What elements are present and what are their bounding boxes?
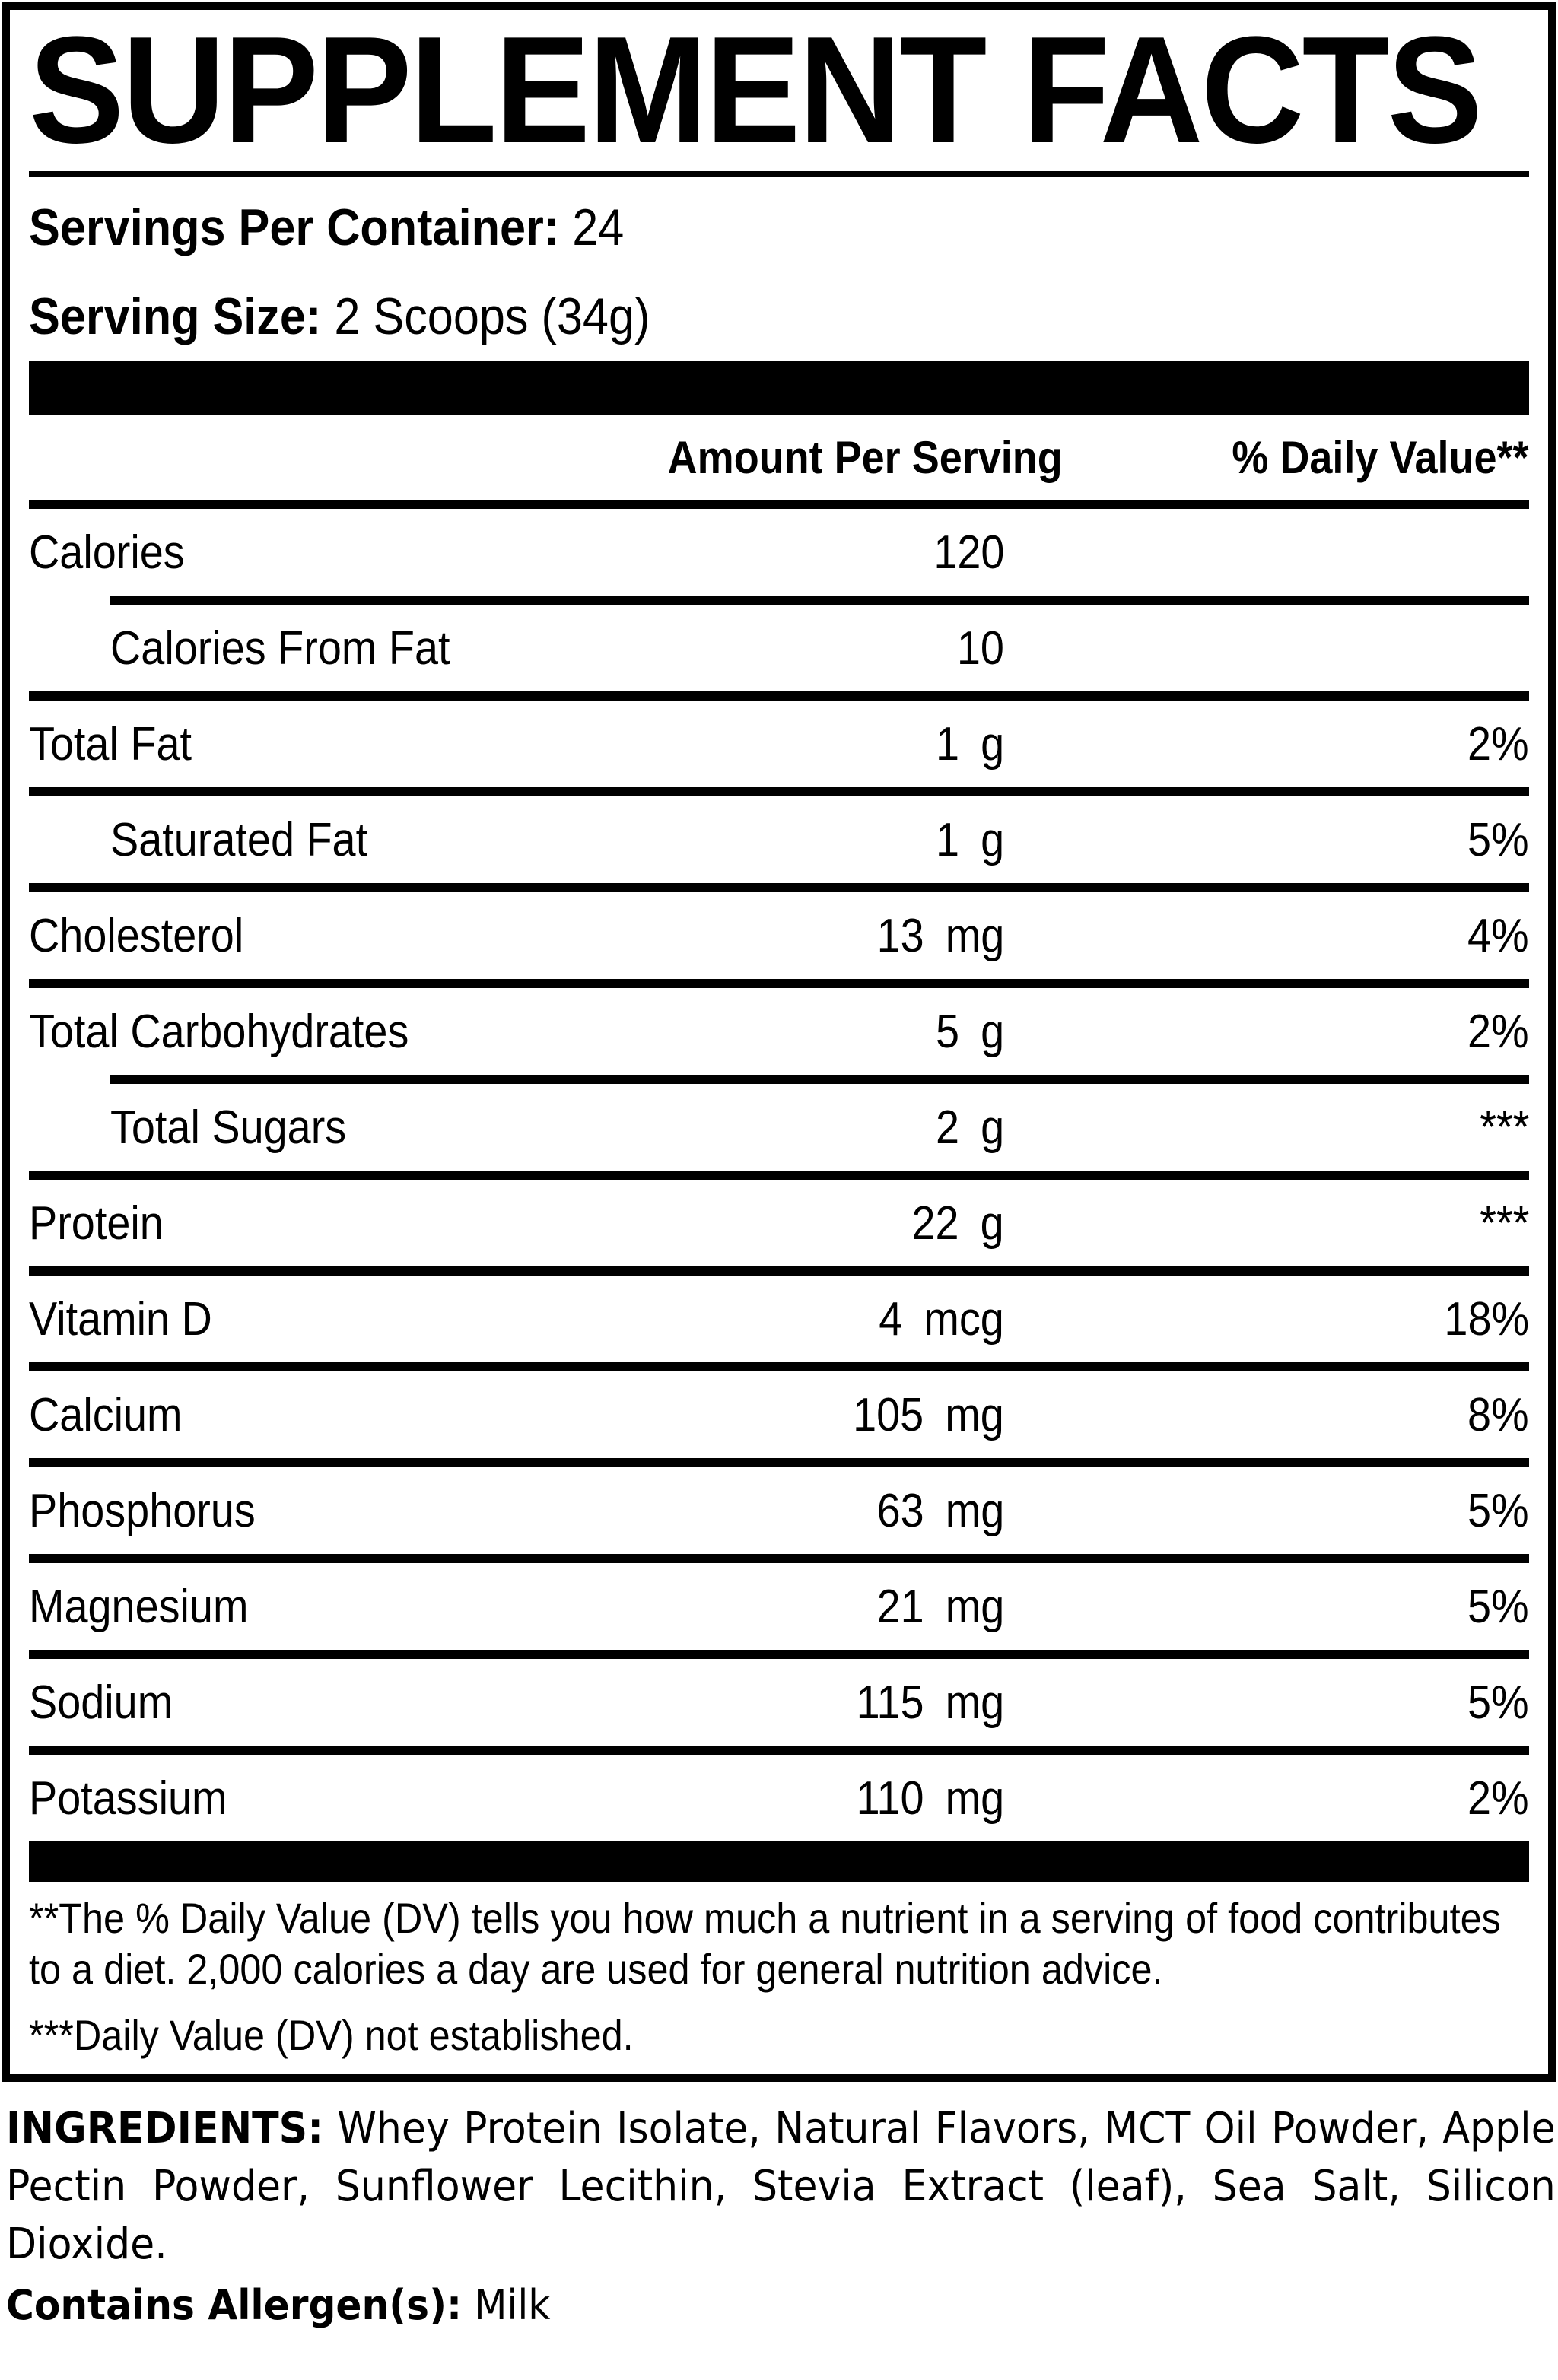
- nutrient-amount: 63 mg: [876, 1484, 1004, 1537]
- serving-size-line: Serving Size: 2 Scoops (34g): [29, 272, 1529, 361]
- row-divider: [29, 883, 1529, 892]
- nutrient-amount: 13 mg: [876, 909, 1004, 962]
- row-divider-indented: [110, 1075, 1529, 1084]
- nutrient-amount: 115 mg: [856, 1676, 1004, 1729]
- title-divider: [29, 171, 1529, 177]
- allergen-value: Milk: [462, 2281, 551, 2329]
- nutrient-name: Total Fat: [29, 717, 192, 771]
- nutrient-amount: 1 g: [935, 717, 1004, 771]
- table-row-total-fat: Total Fat 1 g 2%: [29, 701, 1529, 787]
- nutrient-name: Phosphorus: [29, 1484, 256, 1537]
- nutrient-name: Sodium: [29, 1676, 173, 1729]
- panel-title: SUPPLEMENT FACTS: [29, 5, 1483, 175]
- nutrient-name: Saturated Fat: [110, 813, 368, 866]
- header-daily-value: % Daily Value**: [1232, 431, 1529, 483]
- not-established-footnote: ***Daily Value (DV) not established.: [29, 2011, 634, 2059]
- table-row-total-sugars: Total Sugars 2 g ***: [29, 1084, 1529, 1171]
- nutrient-name: Magnesium: [29, 1580, 249, 1633]
- nutrient-daily-value: 2%: [1467, 717, 1529, 771]
- nutrient-daily-value: ***: [1479, 1196, 1529, 1250]
- nutrient-name: Protein: [29, 1196, 164, 1250]
- row-divider-indented: [110, 596, 1529, 605]
- panel-title-row: SUPPLEMENT FACTS: [29, 5, 1529, 175]
- nutrient-name: Potassium: [29, 1771, 227, 1825]
- nutrient-amount: 10: [956, 621, 1004, 675]
- nutrient-daily-value: 5%: [1467, 1676, 1529, 1729]
- table-row-calories-from-fat: Calories From Fat 10: [29, 605, 1529, 691]
- table-row-saturated-fat: Saturated Fat 1 g 5%: [29, 796, 1529, 883]
- ingredients-label: INGREDIENTS:: [6, 2104, 324, 2153]
- row-divider: [29, 979, 1529, 988]
- nutrient-name: Cholesterol: [29, 909, 244, 962]
- row-divider: [29, 787, 1529, 796]
- header-divider: [29, 500, 1529, 509]
- nutrient-daily-value: 18%: [1444, 1292, 1529, 1346]
- nutrient-amount: 22 g: [911, 1196, 1004, 1250]
- row-divider: [29, 691, 1529, 701]
- nutrient-daily-value: 2%: [1467, 1005, 1529, 1058]
- row-divider: [29, 1554, 1529, 1563]
- daily-value-footnote: **The % Daily Value (DV) tells you how m…: [29, 1894, 1501, 1993]
- table-row-phosphorus: Phosphorus 63 mg 5%: [29, 1467, 1529, 1554]
- nutrient-amount: 105 mg: [853, 1388, 1004, 1441]
- table-header-row: Amount Per Serving % Daily Value**: [29, 415, 1529, 500]
- nutrient-daily-value: 5%: [1467, 813, 1529, 866]
- nutrient-daily-value: 4%: [1467, 909, 1529, 962]
- nutrient-name: Calories: [29, 526, 185, 579]
- nutrient-name: Calcium: [29, 1388, 183, 1441]
- separator-bar-bottom: [29, 1841, 1529, 1882]
- table-row-potassium: Potassium 110 mg 2%: [29, 1755, 1529, 1841]
- row-divider: [29, 1650, 1529, 1659]
- nutrient-name: Calories From Fat: [110, 621, 450, 675]
- nutrient-amount: 5 g: [935, 1005, 1004, 1058]
- table-row-calories: Calories 120: [29, 509, 1529, 596]
- servings-per-container-value: 24: [572, 199, 625, 256]
- table-row-protein: Protein 22 g ***: [29, 1180, 1529, 1266]
- nutrient-amount: 21 mg: [876, 1580, 1004, 1633]
- nutrient-daily-value: 2%: [1467, 1771, 1529, 1825]
- nutrient-name: Total Carbohydrates: [29, 1005, 409, 1058]
- nutrient-amount: 4 mcg: [879, 1292, 1004, 1346]
- ingredients-list: Whey Protein Isolate, Natural Flavors, M…: [6, 2104, 1556, 2269]
- table-row-total-carbohydrates: Total Carbohydrates 5 g 2%: [29, 988, 1529, 1075]
- row-divider: [29, 1362, 1529, 1371]
- nutrient-amount: 1 g: [935, 813, 1004, 866]
- serving-size-label: Serving Size:: [29, 288, 322, 345]
- nutrient-amount: 110 mg: [856, 1771, 1004, 1825]
- row-divider: [29, 1746, 1529, 1755]
- separator-bar-top: [29, 361, 1529, 415]
- nutrient-daily-value: 5%: [1467, 1580, 1529, 1633]
- row-divider: [29, 1171, 1529, 1180]
- table-row-sodium: Sodium 115 mg 5%: [29, 1659, 1529, 1746]
- nutrient-name: Vitamin D: [29, 1292, 212, 1346]
- allergen-label: Contains Allergen(s):: [6, 2281, 463, 2329]
- header-amount-per-serving: Amount Per Serving: [667, 431, 1063, 483]
- nutrient-amount: 120: [933, 526, 1004, 579]
- table-row-calcium: Calcium 105 mg 8%: [29, 1371, 1529, 1458]
- nutrient-name: Total Sugars: [110, 1101, 347, 1154]
- ingredients-paragraph: INGREDIENTS: Whey Protein Isolate, Natur…: [6, 2100, 1556, 2274]
- nutrient-daily-value: 5%: [1467, 1484, 1529, 1537]
- ingredients-section: INGREDIENTS: Whey Protein Isolate, Natur…: [6, 2100, 1558, 2334]
- footnotes: **The % Daily Value (DV) tells you how m…: [29, 1882, 1529, 2074]
- nutrient-daily-value: ***: [1479, 1101, 1529, 1154]
- table-row-cholesterol: Cholesterol 13 mg 4%: [29, 892, 1529, 979]
- serving-size-value: 2 Scoops (34g): [334, 288, 650, 345]
- row-divider: [29, 1458, 1529, 1467]
- nutrient-amount: 2 g: [935, 1101, 1004, 1154]
- supplement-facts-panel: SUPPLEMENT FACTS Servings Per Container:…: [2, 2, 1556, 2082]
- allergen-line: Contains Allergen(s): Milk: [6, 2277, 1556, 2334]
- row-divider: [29, 1266, 1529, 1276]
- serving-info: Servings Per Container: 24 Serving Size:…: [29, 177, 1529, 361]
- nutrient-daily-value: 8%: [1467, 1388, 1529, 1441]
- table-row-magnesium: Magnesium 21 mg 5%: [29, 1563, 1529, 1650]
- servings-per-container-label: Servings Per Container:: [29, 199, 560, 256]
- table-row-vitamin-d: Vitamin D 4 mcg 18%: [29, 1276, 1529, 1362]
- servings-per-container-line: Servings Per Container: 24: [29, 183, 1529, 272]
